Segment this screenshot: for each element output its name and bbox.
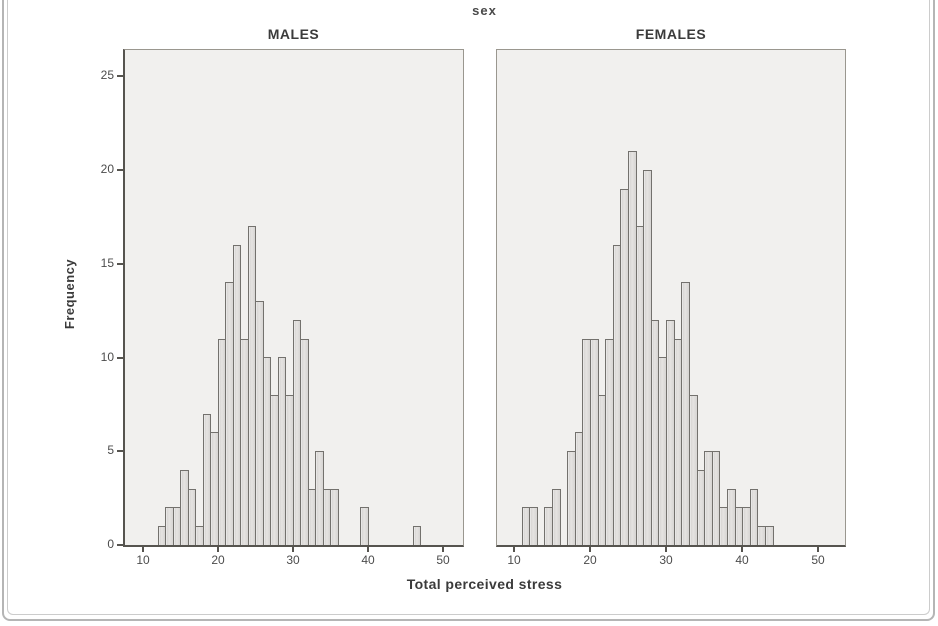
x-tick-label: 40 xyxy=(735,553,749,567)
histogram-bar xyxy=(750,489,758,545)
x-tick-label: 50 xyxy=(436,553,450,567)
x-tick-mark xyxy=(217,547,219,552)
x-tick-mark xyxy=(513,547,515,552)
y-tick-label: 15 xyxy=(100,256,114,270)
y-axis-title: Frequency xyxy=(62,258,77,330)
x-tick-label: 50 xyxy=(811,553,825,567)
panel-males-plot: 10 20 30 40 50 xyxy=(123,49,464,567)
chart-title: sex xyxy=(472,3,497,18)
y-tick-label: 10 xyxy=(100,350,114,364)
x-axis-title: Total perceived stress xyxy=(406,576,563,592)
histogram-bar xyxy=(765,526,774,545)
panel-females-plot: 10 20 30 40 50 xyxy=(496,49,846,567)
x-tick-label: 30 xyxy=(659,553,673,567)
x-tick-label: 30 xyxy=(286,553,300,567)
x-tick-mark xyxy=(292,547,294,552)
x-tick-label: 20 xyxy=(211,553,225,567)
x-tick-label: 20 xyxy=(583,553,597,567)
y-tick-mark xyxy=(117,263,124,265)
panel-title-males: MALES xyxy=(267,26,320,42)
x-tick-mark xyxy=(665,547,667,552)
y-tick-label: 25 xyxy=(100,68,114,82)
x-tick-mark xyxy=(442,547,444,552)
x-tick-label: 10 xyxy=(507,553,521,567)
histogram-bar xyxy=(300,339,309,545)
x-tick-mark xyxy=(142,547,144,552)
histogram-bar xyxy=(529,507,538,545)
histogram-bar xyxy=(413,526,421,545)
figure-border-inner xyxy=(7,0,930,615)
y-tick-mark xyxy=(117,75,124,77)
y-tick-mark xyxy=(117,357,124,359)
x-tick-mark xyxy=(817,547,819,552)
histogram-bar xyxy=(188,489,196,545)
x-tick-mark xyxy=(367,547,369,552)
y-tick-label: 20 xyxy=(100,162,114,176)
histogram-bar xyxy=(712,451,720,545)
x-tick-label: 10 xyxy=(136,553,150,567)
y-tick-mark xyxy=(117,169,124,171)
y-tick-mark xyxy=(117,544,124,546)
histogram-bar xyxy=(360,507,369,545)
x-tick-mark xyxy=(589,547,591,552)
y-tick-label: 0 xyxy=(107,537,114,551)
y-tick-mark xyxy=(117,450,124,452)
y-tick-label: 5 xyxy=(107,443,114,457)
histogram-bar xyxy=(552,489,561,545)
x-tick-mark xyxy=(741,547,743,552)
x-tick-label: 40 xyxy=(361,553,375,567)
panel-title-females: FEMALES xyxy=(635,26,707,42)
histogram-bar xyxy=(330,489,339,545)
